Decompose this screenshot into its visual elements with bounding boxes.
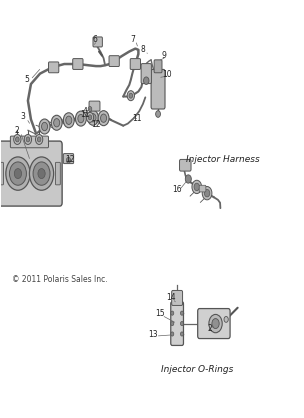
FancyBboxPatch shape [154, 60, 162, 73]
Circle shape [194, 183, 199, 191]
Text: 2: 2 [14, 126, 19, 135]
Circle shape [192, 180, 202, 194]
Circle shape [9, 162, 26, 185]
FancyBboxPatch shape [63, 153, 74, 163]
Text: 11: 11 [132, 114, 142, 122]
Circle shape [42, 122, 48, 131]
Circle shape [33, 162, 50, 185]
Circle shape [181, 332, 184, 336]
Circle shape [181, 311, 184, 315]
Text: 4: 4 [82, 107, 87, 116]
Circle shape [143, 77, 149, 84]
Circle shape [90, 114, 96, 122]
Circle shape [98, 111, 109, 126]
Circle shape [26, 137, 30, 142]
Text: 12: 12 [92, 120, 101, 129]
Text: 3: 3 [20, 112, 25, 121]
Circle shape [224, 316, 228, 322]
Circle shape [88, 115, 92, 120]
Circle shape [75, 111, 86, 126]
Circle shape [171, 311, 174, 315]
Text: 16: 16 [172, 184, 181, 194]
Text: 13: 13 [149, 330, 158, 339]
Circle shape [86, 112, 94, 122]
FancyBboxPatch shape [172, 291, 183, 306]
Circle shape [78, 115, 84, 123]
FancyBboxPatch shape [151, 69, 165, 109]
Circle shape [209, 314, 222, 333]
Text: © 2011 Polaris Sales Inc.: © 2011 Polaris Sales Inc. [12, 275, 108, 284]
FancyBboxPatch shape [171, 302, 184, 345]
Circle shape [129, 93, 133, 98]
Circle shape [14, 135, 21, 145]
Circle shape [63, 113, 74, 128]
Circle shape [171, 321, 174, 326]
Text: 15: 15 [155, 309, 164, 319]
Circle shape [185, 175, 191, 183]
Circle shape [101, 114, 107, 122]
FancyBboxPatch shape [55, 162, 60, 185]
Circle shape [38, 168, 45, 178]
FancyBboxPatch shape [89, 101, 100, 111]
FancyBboxPatch shape [198, 308, 230, 339]
Circle shape [16, 137, 19, 142]
Circle shape [29, 157, 54, 190]
FancyBboxPatch shape [130, 59, 140, 69]
FancyBboxPatch shape [10, 136, 49, 148]
FancyBboxPatch shape [199, 185, 206, 192]
Circle shape [127, 91, 134, 101]
Text: 12: 12 [66, 155, 75, 164]
Circle shape [36, 135, 43, 145]
Circle shape [212, 319, 219, 329]
FancyBboxPatch shape [109, 56, 119, 66]
Circle shape [88, 110, 98, 125]
Circle shape [54, 119, 60, 127]
Circle shape [51, 115, 62, 130]
FancyBboxPatch shape [73, 59, 83, 69]
Text: 8: 8 [140, 45, 145, 54]
Text: 6: 6 [93, 35, 98, 43]
Circle shape [204, 189, 210, 197]
Text: Injector O-Rings: Injector O-Rings [161, 365, 233, 374]
FancyBboxPatch shape [93, 37, 102, 47]
FancyBboxPatch shape [0, 162, 3, 185]
Text: 2: 2 [207, 324, 212, 333]
Text: 5: 5 [24, 74, 29, 84]
FancyBboxPatch shape [141, 64, 151, 84]
Circle shape [66, 116, 72, 125]
Text: 11: 11 [81, 110, 90, 119]
Text: 10: 10 [162, 70, 171, 79]
Circle shape [14, 168, 22, 178]
Circle shape [202, 186, 212, 200]
Text: 9: 9 [162, 51, 167, 60]
FancyBboxPatch shape [0, 141, 62, 206]
Circle shape [37, 137, 41, 142]
Circle shape [88, 107, 92, 112]
Circle shape [181, 321, 184, 326]
Circle shape [66, 157, 71, 163]
Circle shape [24, 135, 32, 145]
Circle shape [6, 157, 30, 190]
Text: 7: 7 [131, 35, 136, 43]
Text: Injector Harness: Injector Harness [186, 155, 260, 163]
FancyBboxPatch shape [180, 159, 191, 171]
Circle shape [39, 119, 50, 134]
Text: 14: 14 [166, 293, 176, 302]
Circle shape [171, 332, 174, 336]
FancyBboxPatch shape [49, 62, 59, 73]
Circle shape [156, 111, 161, 117]
